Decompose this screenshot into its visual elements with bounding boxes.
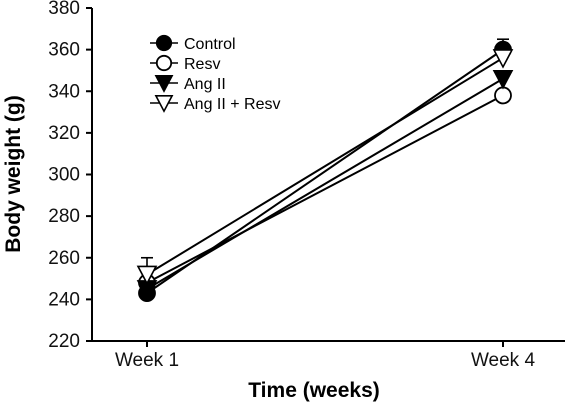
x-tick-label: Week 4 — [471, 350, 536, 371]
legend-label-ang-ii: Ang II — [184, 76, 226, 93]
legend-label-resv: Resv — [184, 56, 220, 73]
legend-marker-resv — [155, 54, 173, 72]
x-axis-title: Time (weeks) — [248, 379, 380, 402]
legend-label-ang-ii-resv: Ang II + Resv — [184, 96, 281, 113]
y-tick-label: 300 — [48, 165, 80, 186]
legend-marker-ang-ii-resv — [154, 95, 174, 113]
x-tick-label: Week 1 — [115, 350, 179, 371]
series-lines — [146, 48, 504, 294]
marker-ang-ii — [492, 69, 514, 90]
y-axis-title: Body weight (g) — [2, 95, 25, 252]
y-tick-label: 380 — [48, 0, 80, 19]
y-tick-label: 240 — [48, 289, 80, 310]
series-line-resv — [146, 94, 504, 284]
marker-ang-ii-resv — [136, 265, 158, 286]
series-line-ang-ii-resv — [146, 57, 504, 276]
x-ticks: Week 1 Week 4 — [115, 341, 536, 371]
y-tick-label: 220 — [48, 331, 80, 352]
y-tick-label: 360 — [48, 40, 80, 61]
legend: Control Resv Ang II Ang II + Resv — [150, 34, 281, 113]
legend-marker-control — [155, 34, 173, 52]
y-tick-label: 340 — [48, 81, 80, 102]
marker-ang-ii-resv — [492, 49, 514, 69]
series-line-ang-ii — [146, 77, 504, 290]
marker-resv — [494, 86, 512, 105]
data-markers — [136, 40, 514, 303]
y-tick-label: 260 — [48, 248, 80, 269]
y-tick-label: 320 — [48, 123, 80, 144]
y-ticks: 220 240 260 280 300 320 340 360 380 — [48, 0, 92, 352]
y-tick-label: 280 — [48, 206, 80, 227]
legend-marker-ang-ii — [154, 75, 174, 93]
legend-label-control: Control — [184, 36, 236, 53]
